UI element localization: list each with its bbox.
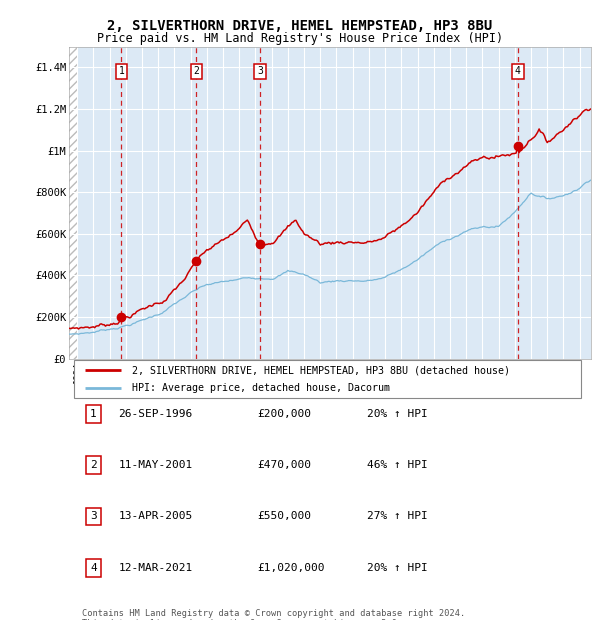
Text: 1: 1 xyxy=(90,409,97,419)
Text: 3: 3 xyxy=(90,512,97,521)
Text: £1,020,000: £1,020,000 xyxy=(257,562,325,573)
Text: 1: 1 xyxy=(118,66,124,76)
Text: 13-APR-2005: 13-APR-2005 xyxy=(119,512,193,521)
Text: 46% ↑ HPI: 46% ↑ HPI xyxy=(367,460,427,470)
FancyBboxPatch shape xyxy=(74,360,581,398)
Text: 2: 2 xyxy=(90,460,97,470)
Text: 27% ↑ HPI: 27% ↑ HPI xyxy=(367,512,427,521)
Text: Contains HM Land Registry data © Crown copyright and database right 2024.
This d: Contains HM Land Registry data © Crown c… xyxy=(82,609,466,620)
Text: £200,000: £200,000 xyxy=(257,409,311,419)
Text: 2: 2 xyxy=(193,66,199,76)
Text: 2, SILVERTHORN DRIVE, HEMEL HEMPSTEAD, HP3 8BU (detached house): 2, SILVERTHORN DRIVE, HEMEL HEMPSTEAD, H… xyxy=(131,365,509,375)
Text: 20% ↑ HPI: 20% ↑ HPI xyxy=(367,562,427,573)
Text: 4: 4 xyxy=(515,66,521,76)
Text: 12-MAR-2021: 12-MAR-2021 xyxy=(119,562,193,573)
Text: £470,000: £470,000 xyxy=(257,460,311,470)
Text: 3: 3 xyxy=(257,66,263,76)
Text: £550,000: £550,000 xyxy=(257,512,311,521)
Text: 20% ↑ HPI: 20% ↑ HPI xyxy=(367,409,427,419)
Text: 11-MAY-2001: 11-MAY-2001 xyxy=(119,460,193,470)
Text: 4: 4 xyxy=(90,562,97,573)
Text: 2, SILVERTHORN DRIVE, HEMEL HEMPSTEAD, HP3 8BU: 2, SILVERTHORN DRIVE, HEMEL HEMPSTEAD, H… xyxy=(107,19,493,33)
Text: Price paid vs. HM Land Registry's House Price Index (HPI): Price paid vs. HM Land Registry's House … xyxy=(97,32,503,45)
Text: 26-SEP-1996: 26-SEP-1996 xyxy=(119,409,193,419)
Text: HPI: Average price, detached house, Dacorum: HPI: Average price, detached house, Daco… xyxy=(131,383,389,393)
Bar xyxy=(69,46,77,358)
